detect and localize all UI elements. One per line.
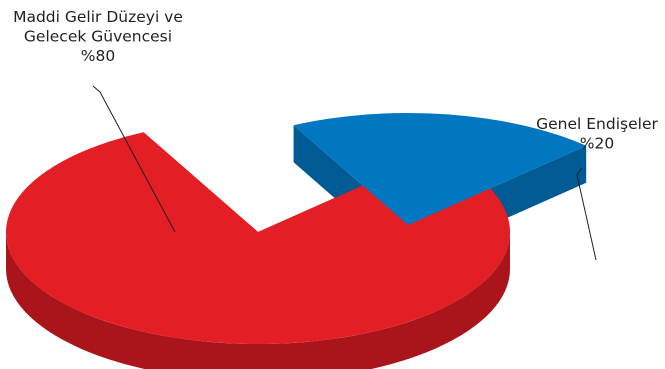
slice-1-leader-line <box>576 167 597 261</box>
pie-slice-1 <box>293 112 587 225</box>
slice-0-value-label: %80 <box>81 47 115 65</box>
slice-0-leader-line <box>92 85 176 233</box>
pie-slices <box>6 112 587 369</box>
slice-1-name-label: Genel Endişeler <box>536 115 658 133</box>
slice-labels: Maddi Gelir Düzeyi ve Gelecek Güvencesi%8… <box>13 8 658 153</box>
leader-lines <box>92 85 597 261</box>
slice-0-name-label: Gelecek Güvencesi <box>24 28 172 46</box>
pie-slice-0-rim-side <box>6 232 510 369</box>
slice-0-name-label: Maddi Gelir Düzeyi ve <box>13 8 183 26</box>
slice-1-value-label: %20 <box>580 135 614 153</box>
